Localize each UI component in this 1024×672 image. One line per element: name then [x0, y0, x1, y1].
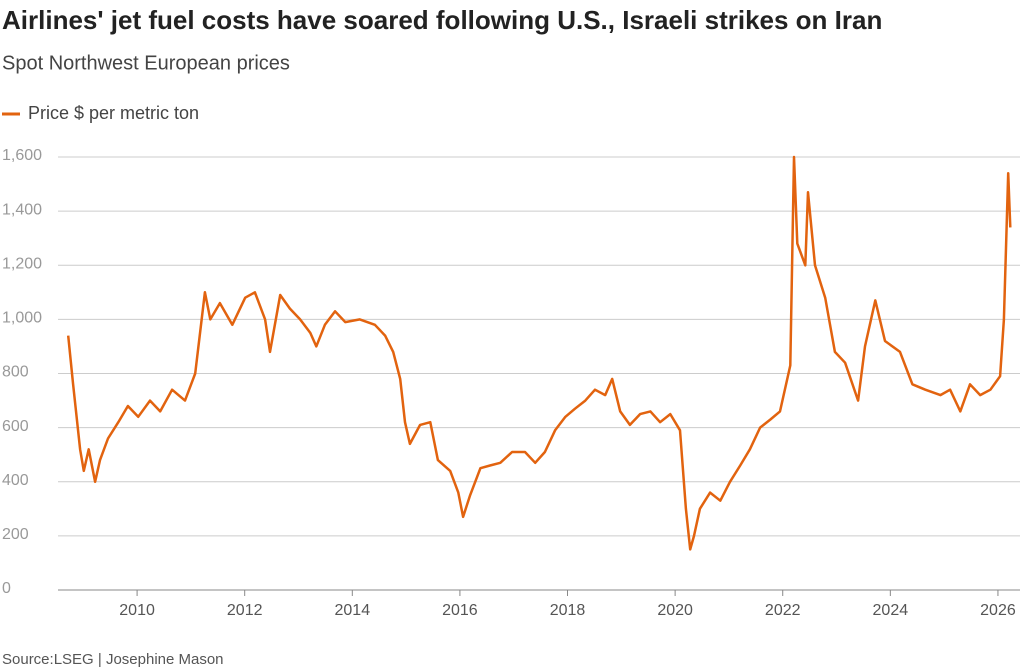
y-tick-label: 200 [2, 526, 29, 543]
y-tick-label: 1,400 [2, 201, 42, 218]
y-tick-label: 1,600 [2, 147, 42, 164]
x-tick-label: 2026 [980, 602, 1016, 619]
x-tick-label: 2024 [873, 602, 909, 619]
x-tick-label: 2010 [119, 602, 155, 619]
source: Source:LSEG | Josephine Mason [2, 651, 224, 668]
y-tick-label: 1,000 [2, 310, 42, 327]
legend-label: Price $ per metric ton [28, 103, 199, 123]
y-tick-label: 600 [2, 418, 29, 435]
x-tick-label: 2014 [335, 602, 371, 619]
x-tick-label: 2018 [550, 602, 586, 619]
x-tick-label: 2012 [227, 602, 263, 619]
y-tick-label: 400 [2, 472, 29, 489]
price-line [66, 155, 1012, 551]
x-tick-label: 2020 [657, 602, 693, 619]
y-tick-label: 800 [2, 364, 29, 381]
y-tick-label: 1,200 [2, 255, 42, 272]
chart-title: Airlines' jet fuel costs have soared fol… [2, 5, 882, 35]
y-tick-label: 0 [2, 580, 11, 597]
x-tick-label: 2016 [442, 602, 478, 619]
chart-subtitle: Spot Northwest European prices [2, 52, 290, 74]
x-tick-label: 2022 [765, 602, 801, 619]
